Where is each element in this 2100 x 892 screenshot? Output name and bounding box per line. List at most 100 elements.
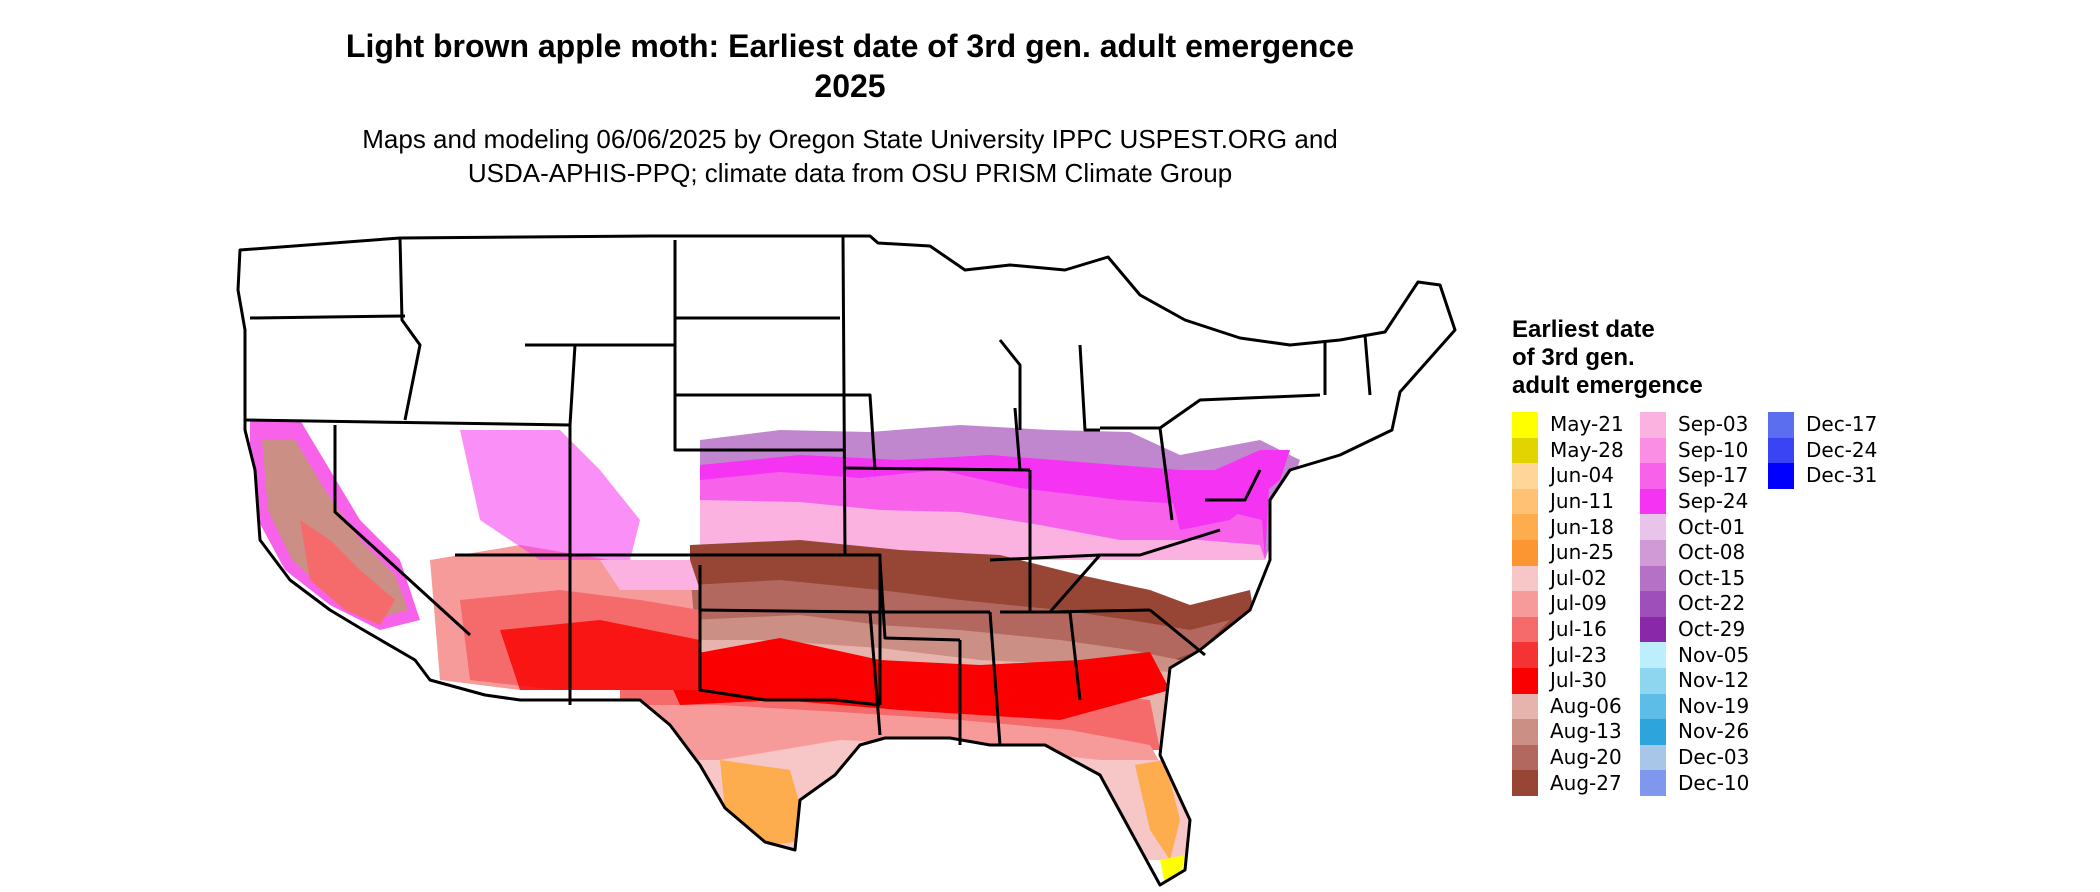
- legend-label: Nov-19: [1678, 693, 1750, 718]
- legend-item: May-28: [1512, 437, 1672, 464]
- legend-swatch: [1512, 539, 1538, 566]
- legend-label: Oct-15: [1678, 565, 1746, 590]
- legend-swatch: [1512, 770, 1538, 796]
- legend-item: Jun-25: [1512, 539, 1672, 566]
- legend-column-3: Dec-17 Dec-24 Dec-31: [1768, 412, 1928, 489]
- legend-swatch: [1512, 616, 1538, 643]
- legend-swatch: [1640, 412, 1666, 438]
- legend-label: Aug-27: [1550, 770, 1622, 795]
- legend-swatch: [1640, 463, 1666, 489]
- legend-swatch: [1640, 667, 1666, 694]
- legend-item: Sep-17: [1640, 463, 1800, 489]
- legend-swatch: [1512, 667, 1538, 694]
- legend-label: Jun-11: [1550, 489, 1614, 514]
- legend-column-2: Sep-03 Sep-10 Sep-17 Sep-24 Oct-01 Oct-08 Oct-…: [1640, 412, 1800, 796]
- legend-label: Dec-17: [1806, 412, 1878, 437]
- legend-item: Aug-27: [1512, 770, 1672, 796]
- legend-label: Sep-10: [1678, 437, 1749, 462]
- legend-swatch: [1768, 437, 1794, 464]
- legend-item: Jun-04: [1512, 463, 1672, 489]
- legend-label: Jul-30: [1550, 668, 1607, 693]
- state-borders: [236, 234, 1457, 887]
- legend-swatch: [1640, 719, 1666, 745]
- legend-item: Jun-18: [1512, 514, 1672, 540]
- legend-label: Oct-01: [1678, 514, 1746, 539]
- legend-swatch: [1512, 412, 1538, 438]
- legend-column-1: May-21 May-28 Jun-04 Jun-11 Jun-18 Jun-25 Jul-…: [1512, 412, 1672, 796]
- legend-label: Jun-04: [1550, 463, 1614, 488]
- legend-swatch: [1640, 514, 1666, 540]
- legend-swatch: [1512, 719, 1538, 745]
- legend-title-line: adult emergence: [1512, 372, 1703, 399]
- legend-label: Oct-22: [1678, 591, 1746, 616]
- legend-item: May-21: [1512, 412, 1672, 438]
- legend-item: Dec-24: [1768, 437, 1928, 464]
- legend-swatch: [1640, 437, 1666, 464]
- legend-item: Oct-22: [1640, 591, 1800, 617]
- legend-swatch: [1640, 488, 1666, 515]
- legend-label: Nov-12: [1678, 668, 1750, 693]
- legend-item: Dec-03: [1640, 744, 1800, 771]
- legend-swatch: [1640, 591, 1666, 617]
- legend-swatch: [1512, 488, 1538, 515]
- legend-item: Jul-02: [1512, 565, 1672, 592]
- legend-swatch: [1768, 412, 1794, 438]
- legend-swatch: [1512, 642, 1538, 668]
- legend-label: Sep-03: [1678, 412, 1749, 437]
- legend-label: Dec-31: [1806, 463, 1878, 488]
- legend-label: Jun-25: [1550, 540, 1614, 565]
- legend-swatch: [1512, 514, 1538, 540]
- legend-item: Nov-05: [1640, 642, 1800, 668]
- legend-label: Sep-17: [1678, 463, 1749, 488]
- legend-swatch: [1512, 437, 1538, 464]
- map-title-year: 2025: [814, 68, 886, 104]
- legend-swatch: [1768, 463, 1794, 489]
- legend-swatch: [1640, 744, 1666, 771]
- legend-label: Sep-24: [1678, 489, 1749, 514]
- legend-label: Oct-08: [1678, 540, 1746, 565]
- us-emergence-map: [236, 234, 1457, 887]
- legend-item: Oct-01: [1640, 514, 1800, 540]
- legend-swatch: [1512, 565, 1538, 592]
- legend-label: Jun-18: [1550, 514, 1614, 539]
- legend-label: Dec-24: [1806, 437, 1878, 462]
- legend-item: Jun-11: [1512, 488, 1672, 515]
- legend-label: Jul-02: [1550, 565, 1607, 590]
- legend-swatch: [1512, 693, 1538, 720]
- legend-label: Aug-13: [1550, 719, 1622, 744]
- legend-item: Oct-29: [1640, 616, 1800, 643]
- legend-item: Sep-24: [1640, 488, 1800, 515]
- map-title: Light brown apple moth: Earliest date of…: [345, 28, 1355, 64]
- legend-item: Jul-09: [1512, 591, 1672, 617]
- legend-swatch: [1640, 693, 1666, 720]
- legend-swatch: [1640, 642, 1666, 668]
- legend-swatch: [1512, 744, 1538, 771]
- legend-item: Dec-17: [1768, 412, 1928, 438]
- legend-label: May-21: [1550, 412, 1624, 437]
- legend-item: Jul-16: [1512, 616, 1672, 643]
- legend-label: Dec-03: [1678, 745, 1750, 770]
- legend-label: Jul-16: [1550, 617, 1607, 642]
- legend-item: Jul-30: [1512, 667, 1672, 694]
- legend-label: Jul-09: [1550, 591, 1607, 616]
- legend-item: Aug-06: [1512, 693, 1672, 720]
- legend-title: Earliest date of 3rd gen. adult emergenc…: [1512, 316, 1703, 400]
- legend-item: Sep-10: [1640, 437, 1800, 464]
- legend-swatch: [1640, 616, 1666, 643]
- legend-swatch: [1512, 463, 1538, 489]
- legend-item: Aug-20: [1512, 744, 1672, 771]
- legend-label: Jul-23: [1550, 642, 1607, 667]
- legend-label: Aug-20: [1550, 745, 1622, 770]
- legend-label: Nov-05: [1678, 642, 1750, 667]
- legend-label: Aug-06: [1550, 693, 1622, 718]
- legend-item: Jul-23: [1512, 642, 1672, 668]
- legend-item: Oct-15: [1640, 565, 1800, 592]
- legend-item: Nov-19: [1640, 693, 1800, 720]
- map-subtitle-line-2: USDA-APHIS-PPQ; climate data from OSU PR…: [467, 158, 1233, 188]
- legend-item: Sep-03: [1640, 412, 1800, 438]
- emergence-zones: [238, 236, 1455, 885]
- legend-item: Dec-10: [1640, 770, 1800, 796]
- legend-item: Nov-12: [1640, 667, 1800, 694]
- legend-item: Oct-08: [1640, 539, 1800, 566]
- map-subtitle-line-1: Maps and modeling 06/06/2025 by Oregon S…: [362, 124, 1338, 154]
